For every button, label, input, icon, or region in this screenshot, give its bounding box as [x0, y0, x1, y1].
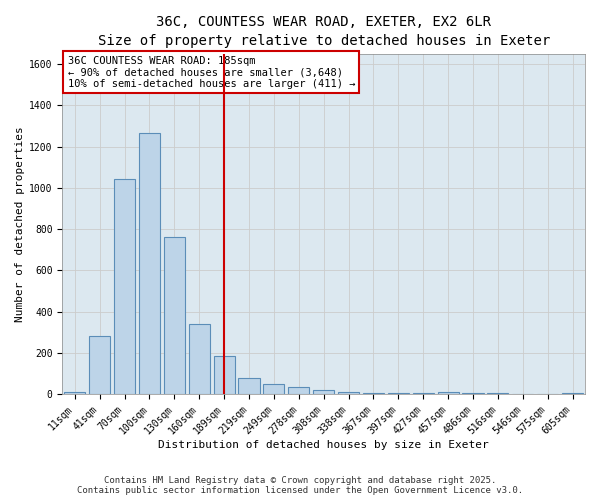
Bar	[388, 393, 409, 394]
Bar	[89, 336, 110, 394]
Bar	[214, 356, 235, 394]
Bar	[64, 392, 85, 394]
Title: 36C, COUNTESS WEAR ROAD, EXETER, EX2 6LR
Size of property relative to detached h: 36C, COUNTESS WEAR ROAD, EXETER, EX2 6LR…	[98, 15, 550, 48]
X-axis label: Distribution of detached houses by size in Exeter: Distribution of detached houses by size …	[158, 440, 489, 450]
Bar	[164, 238, 185, 394]
Text: Contains HM Land Registry data © Crown copyright and database right 2025.
Contai: Contains HM Land Registry data © Crown c…	[77, 476, 523, 495]
Bar	[114, 178, 135, 394]
Y-axis label: Number of detached properties: Number of detached properties	[15, 126, 25, 322]
Bar	[139, 133, 160, 394]
Bar	[363, 392, 384, 394]
Bar	[313, 390, 334, 394]
Text: 36C COUNTESS WEAR ROAD: 185sqm
← 90% of detached houses are smaller (3,648)
10% : 36C COUNTESS WEAR ROAD: 185sqm ← 90% of …	[68, 56, 355, 88]
Bar	[288, 387, 310, 394]
Bar	[188, 324, 210, 394]
Bar	[263, 384, 284, 394]
Bar	[338, 392, 359, 394]
Bar	[437, 392, 459, 394]
Bar	[238, 378, 260, 394]
